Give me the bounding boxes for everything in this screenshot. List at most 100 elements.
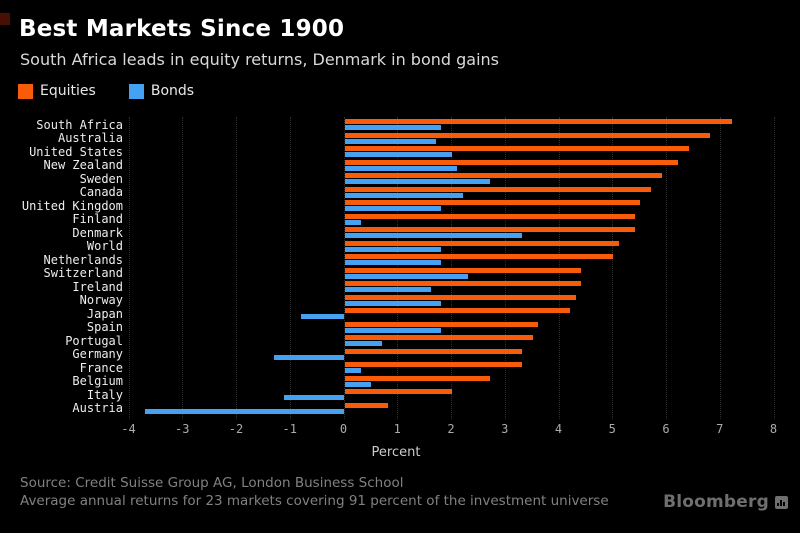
category-label: United Kingdom bbox=[21, 198, 123, 213]
bonds-bar-germany bbox=[273, 354, 344, 360]
gridline--4 bbox=[128, 117, 130, 419]
bonds-bar-finland bbox=[344, 219, 361, 225]
category-label: United States bbox=[29, 144, 123, 159]
gridline-5 bbox=[612, 117, 614, 419]
gridline-6 bbox=[666, 117, 667, 419]
equities-bar-united-kingdom bbox=[344, 200, 641, 205]
category-label: Spain bbox=[86, 320, 123, 334]
bonds-bar-canada bbox=[344, 192, 463, 198]
gridline--2 bbox=[236, 117, 237, 419]
bloomberg-logo: Bloomberg bbox=[663, 492, 788, 512]
red-accent-mark bbox=[0, 13, 10, 25]
axis-tick-label: -2 bbox=[228, 422, 244, 436]
category-label: France bbox=[79, 360, 123, 375]
bonds-bar-spain bbox=[344, 327, 442, 333]
equities-bar-switzerland bbox=[344, 267, 581, 273]
equities-bar-finland bbox=[344, 213, 635, 219]
footnote: Average annual returns for 23 markets co… bbox=[20, 493, 609, 509]
bonds-bar-belgium bbox=[344, 381, 372, 387]
equities-bar-south-africa bbox=[344, 119, 732, 124]
equities-bar-canada bbox=[344, 186, 651, 192]
x-axis-title: Percent bbox=[371, 445, 421, 460]
gridline--3 bbox=[182, 117, 184, 419]
equities-bar-norway bbox=[344, 294, 576, 300]
axis-tick-label: 1 bbox=[393, 422, 401, 436]
category-label: Austria bbox=[72, 401, 123, 415]
category-label: Canada bbox=[79, 185, 123, 199]
bonds-bar-austria bbox=[144, 408, 344, 414]
category-label: Finland bbox=[72, 212, 123, 226]
equities-bar-italy bbox=[344, 389, 452, 394]
category-label: Denmark bbox=[72, 225, 123, 240]
equities-bar-new-zealand bbox=[344, 159, 678, 165]
bonds-bar-sweden bbox=[344, 179, 490, 184]
bonds-bar-denmark bbox=[344, 233, 522, 238]
legend: Equities Bonds bbox=[18, 84, 222, 100]
axis-tick-label: 8 bbox=[769, 422, 778, 436]
gridline-7 bbox=[719, 117, 721, 419]
category-label: Netherlands bbox=[43, 252, 123, 267]
bloomberg-wordmark: Bloomberg bbox=[663, 492, 769, 512]
gridline-8 bbox=[773, 117, 775, 419]
gridline-0 bbox=[343, 117, 345, 419]
axis-tick-label: 5 bbox=[608, 422, 616, 436]
chart-title: Best Markets Since 1900 bbox=[19, 16, 345, 42]
bonds-bar-italy bbox=[284, 395, 344, 400]
equities-bar-ireland bbox=[344, 281, 581, 286]
bonds-bar-world bbox=[344, 246, 442, 252]
category-label: Switzerland bbox=[43, 266, 123, 280]
bonds-swatch-icon bbox=[128, 84, 144, 99]
equities-bar-united-states bbox=[344, 146, 689, 151]
category-label: New Zealand bbox=[43, 158, 123, 172]
equities-bar-netherlands bbox=[344, 254, 614, 259]
category-label: Germany bbox=[72, 347, 123, 361]
equities-swatch-icon bbox=[18, 84, 33, 99]
bonds-bar-south-africa bbox=[344, 125, 442, 130]
equities-bar-austria bbox=[344, 402, 388, 408]
bonds-bar-portugal bbox=[344, 341, 383, 346]
axis-tick-label: 6 bbox=[662, 422, 670, 436]
equities-bar-japan bbox=[344, 308, 571, 313]
bonds-bar-japan bbox=[300, 314, 344, 319]
category-label: Australia bbox=[57, 131, 123, 145]
category-label: World bbox=[86, 239, 123, 253]
bonds-bar-united-states bbox=[344, 152, 452, 157]
chart-bars-icon bbox=[775, 495, 788, 509]
axis-tick-label: 4 bbox=[554, 422, 563, 436]
equities-bar-sweden bbox=[344, 173, 662, 178]
bonds-bar-switzerland bbox=[344, 273, 469, 279]
equities-bar-denmark bbox=[344, 227, 635, 232]
equities-legend-label: Equities bbox=[40, 83, 96, 99]
equities-bar-australia bbox=[344, 132, 710, 138]
chart-subtitle: South Africa leads in equity returns, De… bbox=[20, 50, 499, 69]
category-label: Sweden bbox=[79, 171, 123, 186]
bonds-legend-label: Bonds bbox=[150, 83, 195, 99]
axis-tick-label: 3 bbox=[501, 422, 509, 436]
axis-tick-label: -3 bbox=[175, 422, 190, 436]
equities-bar-portugal bbox=[344, 335, 533, 340]
category-label: Japan bbox=[86, 306, 123, 321]
equities-bar-spain bbox=[344, 321, 538, 327]
source-line: Source: Credit Suisse Group AG, London B… bbox=[20, 475, 404, 491]
category-label: Norway bbox=[79, 293, 123, 307]
bonds-bar-australia bbox=[344, 138, 436, 144]
axis-tick-label: 2 bbox=[447, 422, 455, 436]
bonds-bar-new-zealand bbox=[344, 165, 458, 171]
gridline--1 bbox=[289, 117, 291, 419]
category-label: Italy bbox=[86, 387, 123, 402]
equities-bar-germany bbox=[344, 348, 522, 354]
legend-item-equities: Equities bbox=[18, 84, 96, 99]
category-label: Portugal bbox=[65, 333, 123, 348]
category-label: South Africa bbox=[36, 117, 123, 132]
axis-tick-label: 7 bbox=[716, 422, 724, 436]
axis-tick-label: -1 bbox=[282, 422, 297, 436]
legend-item-bonds: Bonds bbox=[128, 83, 195, 99]
equities-bar-france bbox=[344, 362, 522, 367]
category-label: Ireland bbox=[72, 279, 123, 294]
axis-tick-label: -4 bbox=[121, 422, 136, 436]
bonds-bar-france bbox=[344, 368, 361, 373]
bonds-bar-netherlands bbox=[344, 260, 442, 265]
bonds-bar-norway bbox=[344, 300, 442, 306]
bonds-bar-ireland bbox=[344, 287, 431, 292]
